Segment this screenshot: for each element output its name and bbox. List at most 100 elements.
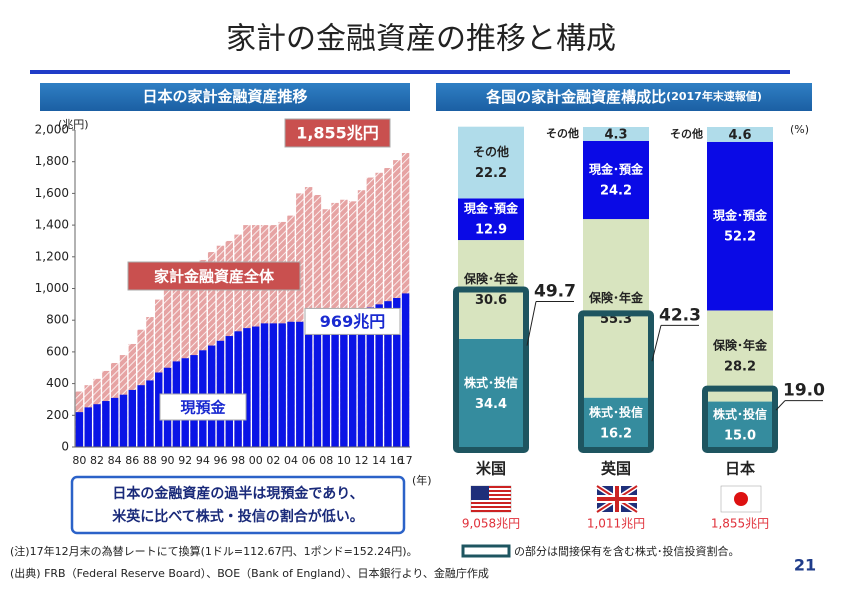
summary-line: 日本の金融資産の過半は現預金であり、 — [112, 485, 363, 502]
x-tick-label: 92 — [178, 454, 192, 467]
y-tick-label: 0 — [61, 440, 69, 454]
left-header-text: 日本の家計金融資産推移 — [142, 88, 307, 106]
x-tick-label: 86 — [125, 454, 139, 467]
x-tick-label: 98 — [231, 454, 245, 467]
x-unit: (年) — [412, 473, 432, 487]
segment-value: 22.2 — [475, 166, 507, 181]
bar — [313, 320, 322, 447]
x-tick-label: 82 — [90, 454, 104, 467]
bar — [163, 285, 172, 447]
x-tick-label: 17 — [399, 454, 413, 467]
bar — [84, 407, 92, 447]
bar — [384, 301, 392, 447]
bar — [225, 336, 233, 447]
note: (注)17年12月末の為替レートにて換算(1ドル=112.67円、1ポンド=15… — [10, 544, 418, 558]
leader — [526, 301, 537, 346]
category-label: 日本 — [725, 460, 755, 478]
segment-value: 34.4 — [475, 397, 507, 412]
segment-name: 現金･預金 — [713, 208, 768, 223]
segment-value: 28.2 — [724, 360, 756, 375]
bar — [331, 317, 339, 447]
category-label: 英国 — [601, 460, 631, 478]
bar — [137, 385, 145, 447]
bar — [304, 320, 313, 447]
x-tick-label: 08 — [319, 454, 333, 467]
segment-value: 24.2 — [600, 183, 632, 198]
x-tick-label: 12 — [355, 454, 369, 467]
leader — [775, 400, 786, 411]
segment-name: 株式･投信 — [713, 406, 767, 421]
indirect-label: 49.7 — [534, 281, 576, 301]
bar — [93, 404, 101, 447]
flag-uk — [595, 483, 639, 515]
x-tick-label: 06 — [302, 454, 316, 467]
bar — [322, 318, 330, 447]
x-tick-label: 16 — [390, 454, 404, 467]
summary-line: 米英に比べて株式・投信の割合が低い。 — [112, 508, 363, 525]
bar — [393, 298, 401, 447]
segment-name: 現金･預金 — [464, 201, 519, 216]
segment-value: 30.6 — [475, 293, 507, 308]
segment-name: 保険･年金 — [588, 290, 644, 305]
y-tick-label: 1,600 — [35, 186, 69, 200]
y-tick-label: 400 — [46, 376, 69, 390]
category-label: 米国 — [476, 460, 506, 478]
y-tick-label: 800 — [46, 313, 69, 327]
segment-value: 16.2 — [600, 426, 632, 441]
x-tick-label: 02 — [266, 454, 280, 467]
y-tick-label: 1,200 — [35, 249, 69, 263]
segment-value: 15.0 — [724, 428, 756, 443]
bar — [146, 380, 154, 447]
bar-segment — [583, 127, 649, 141]
y-tick-label: 600 — [46, 344, 69, 358]
bar — [287, 321, 295, 447]
bar — [102, 401, 110, 447]
bar — [296, 193, 304, 447]
indirect-box — [453, 286, 529, 453]
title-rule — [30, 70, 790, 74]
indirect-label: 19.0 — [783, 381, 825, 401]
legend-swatch — [461, 544, 511, 558]
bar-segment — [583, 397, 649, 450]
y-tick-label: 1,400 — [35, 218, 69, 232]
bar-segment — [583, 140, 649, 220]
header-main: 各国の家計金融資産構成比 — [485, 88, 666, 106]
note: (出典) FRB（Federal Reserve Board）、BOE（Bank… — [10, 566, 489, 580]
bar-segment — [583, 219, 649, 398]
y-tick-label: 200 — [46, 408, 69, 422]
x-tick-label: 88 — [143, 454, 157, 467]
slide-title: 家計の金融資産の推移と構成 — [226, 22, 616, 57]
value-label: 969兆円 — [320, 312, 385, 331]
y-tick-label: 2,000 — [35, 123, 69, 137]
bar — [348, 313, 357, 447]
right-header-text: 各国の家計金融資産構成比(2017年末速報値) — [485, 88, 762, 106]
bar-segment — [707, 141, 773, 311]
bar — [366, 307, 375, 447]
total-label: 1,011兆円 — [587, 517, 645, 531]
value-label-box — [284, 118, 391, 148]
segment-value: 12.9 — [475, 223, 507, 238]
bar — [296, 321, 304, 447]
bar — [119, 394, 128, 447]
bar — [357, 310, 366, 447]
bar-segment — [458, 198, 524, 241]
series-label-box — [159, 393, 247, 421]
bar-segment — [707, 401, 773, 450]
summary-box — [70, 475, 406, 535]
indirect-box — [702, 385, 778, 454]
left-header — [40, 83, 410, 111]
value-label: 1,855兆円 — [296, 123, 379, 142]
bar — [375, 304, 383, 447]
bar-segment — [707, 127, 773, 142]
bar — [234, 331, 242, 447]
x-tick-label: 00 — [249, 454, 263, 467]
segment-value: 4.3 — [604, 127, 627, 142]
indirect-label: 42.3 — [659, 305, 701, 325]
bar — [401, 293, 410, 447]
series-label-box — [127, 261, 301, 291]
bar — [75, 412, 84, 447]
total-label: 9,058兆円 — [462, 517, 520, 531]
indirect-box — [578, 310, 654, 453]
series-label: 現預金 — [180, 399, 226, 417]
x-tick-label: 80 — [72, 454, 86, 467]
